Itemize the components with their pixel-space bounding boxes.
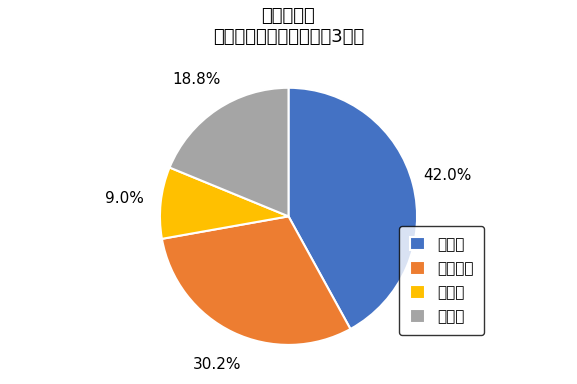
Wedge shape: [162, 216, 350, 345]
Text: 42.0%: 42.0%: [424, 168, 472, 183]
Wedge shape: [160, 167, 288, 239]
Title: 荒茶産出額
全国に占める割合（令和3年）: 荒茶産出額 全国に占める割合（令和3年）: [213, 7, 364, 46]
Legend: 静岡県, 鹿児島県, 京都府, その他: 静岡県, 鹿児島県, 京都府, その他: [399, 226, 484, 335]
Text: 30.2%: 30.2%: [193, 357, 242, 372]
Wedge shape: [288, 88, 417, 329]
Text: 18.8%: 18.8%: [173, 72, 221, 87]
Wedge shape: [170, 88, 288, 216]
Text: 9.0%: 9.0%: [106, 191, 144, 206]
